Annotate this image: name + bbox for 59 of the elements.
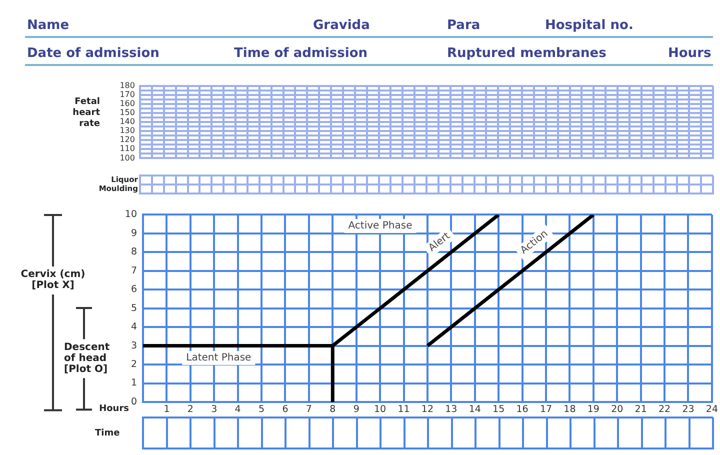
y-tick-label: 170: [120, 90, 135, 99]
y-tick-label: 160: [120, 98, 135, 108]
x-tick-label: 8: [330, 404, 336, 416]
y-tick-label: 100: [120, 153, 135, 162]
x-tick-label: 18: [564, 404, 576, 416]
x-tick-label: 5: [258, 404, 265, 416]
text: Para: [447, 18, 480, 34]
text: Descent of head [Plot O]: [64, 342, 111, 376]
y-axis-title: Fetal heart rate: [72, 96, 100, 130]
x-tick-label: 23: [682, 404, 694, 416]
y-axis-title: Cervix (cm) [Plot X]: [20, 269, 86, 292]
x-tick-label: 3: [211, 404, 218, 416]
text: Hours: [668, 46, 712, 62]
x-tick-label: 15: [492, 404, 505, 416]
y-tick-label: 10: [124, 209, 137, 220]
x-tick-label: 9: [353, 404, 360, 416]
y-tick-label: 1: [130, 378, 137, 389]
y-tick-label: 140: [120, 117, 135, 126]
text: Time of admission: [234, 46, 368, 62]
text: Gravida: [313, 18, 370, 34]
y-tick-label: 130: [120, 126, 135, 136]
x-tick-label: 20: [611, 404, 624, 416]
x-tick-label: 24: [706, 404, 718, 416]
x-tick-label: 4: [234, 404, 241, 416]
x-tick-label: 2: [187, 404, 194, 416]
x-tick-label: 7: [306, 404, 312, 416]
x-tick-label: 17: [540, 404, 552, 416]
x-tick-label: 16: [516, 404, 528, 416]
y-tick-label: 120: [120, 135, 135, 144]
x-tick-label: 19: [587, 404, 600, 416]
y-tick-label: 2: [130, 359, 137, 370]
x-tick-label: 10: [374, 404, 386, 416]
y-tick-label: 180: [120, 80, 135, 90]
x-tick-label: 13: [445, 404, 458, 416]
y-tick-label: 3: [130, 340, 137, 352]
y-tick-label: 7: [130, 265, 137, 276]
x-tick-label: 6: [282, 404, 288, 416]
y-tick-label: 4: [130, 322, 137, 333]
annotation: Active Phase: [348, 220, 412, 232]
y-tick-label: Time: [95, 428, 120, 438]
x-axis-title: Hours: [98, 404, 129, 415]
y-tick-label: 110: [120, 144, 135, 154]
x-tick-label: 14: [468, 404, 481, 416]
x-tick-label: 1: [164, 404, 170, 416]
text: Date of admission: [27, 46, 160, 62]
text: Name: [27, 18, 70, 34]
y-tick-label: 0: [130, 396, 137, 408]
x-tick-label: 11: [398, 404, 410, 416]
x-tick-label: 21: [634, 404, 647, 416]
y-tick-label: 6: [130, 284, 137, 296]
annotation: Latent Phase: [186, 352, 252, 364]
y-tick-label: 150: [120, 108, 135, 118]
y-tick-label: 9: [130, 228, 137, 239]
y-tick-label: 5: [130, 302, 137, 314]
text: Hospital no.: [545, 18, 634, 34]
y-tick-label: 8: [130, 246, 137, 258]
x-tick-label: 22: [658, 404, 671, 416]
x-tick-label: 12: [421, 404, 434, 416]
text: Ruptured membranes: [447, 46, 606, 62]
